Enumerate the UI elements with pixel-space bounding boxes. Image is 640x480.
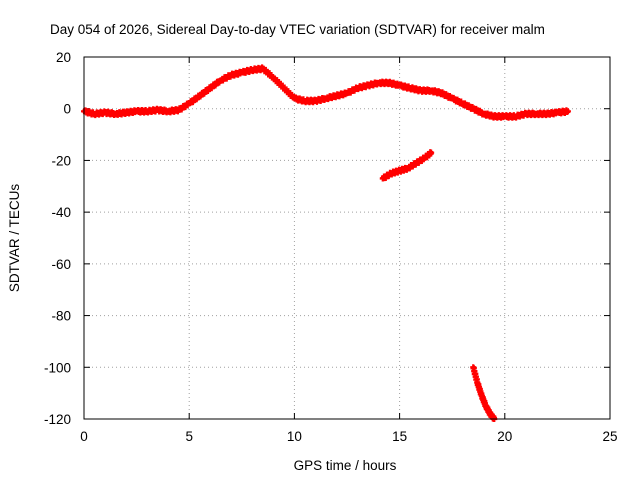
data-point xyxy=(428,149,435,156)
x-tick-label: 20 xyxy=(497,429,512,444)
data-point xyxy=(564,108,571,115)
y-tick-label: -120 xyxy=(44,412,71,427)
series-rising-segment xyxy=(379,149,435,182)
plot-frame xyxy=(83,56,611,420)
y-tick-label: 20 xyxy=(56,50,71,65)
x-tick-label: 15 xyxy=(392,429,407,444)
series-main-arc xyxy=(81,64,571,121)
x-tick-label: 0 xyxy=(80,429,88,444)
y-tick-label: -20 xyxy=(51,153,71,168)
y-tick-label: 0 xyxy=(63,102,71,117)
x-tick-label: 5 xyxy=(185,429,193,444)
y-tick-label: -60 xyxy=(51,257,71,272)
y-axis-label: SDTVAR / TECUs xyxy=(7,184,22,293)
series-falling-segment xyxy=(470,364,498,422)
chart-title: Day 054 of 2026, Sidereal Day-to-day VTE… xyxy=(50,22,545,37)
x-tick-label: 10 xyxy=(287,429,302,444)
y-tick-label: -80 xyxy=(51,309,71,324)
data-points xyxy=(81,64,571,422)
y-tick-label: -100 xyxy=(44,360,71,375)
x-axis-label: GPS time / hours xyxy=(294,458,397,473)
x-tick-label: 25 xyxy=(602,429,617,444)
y-tick-label: -40 xyxy=(51,205,71,220)
